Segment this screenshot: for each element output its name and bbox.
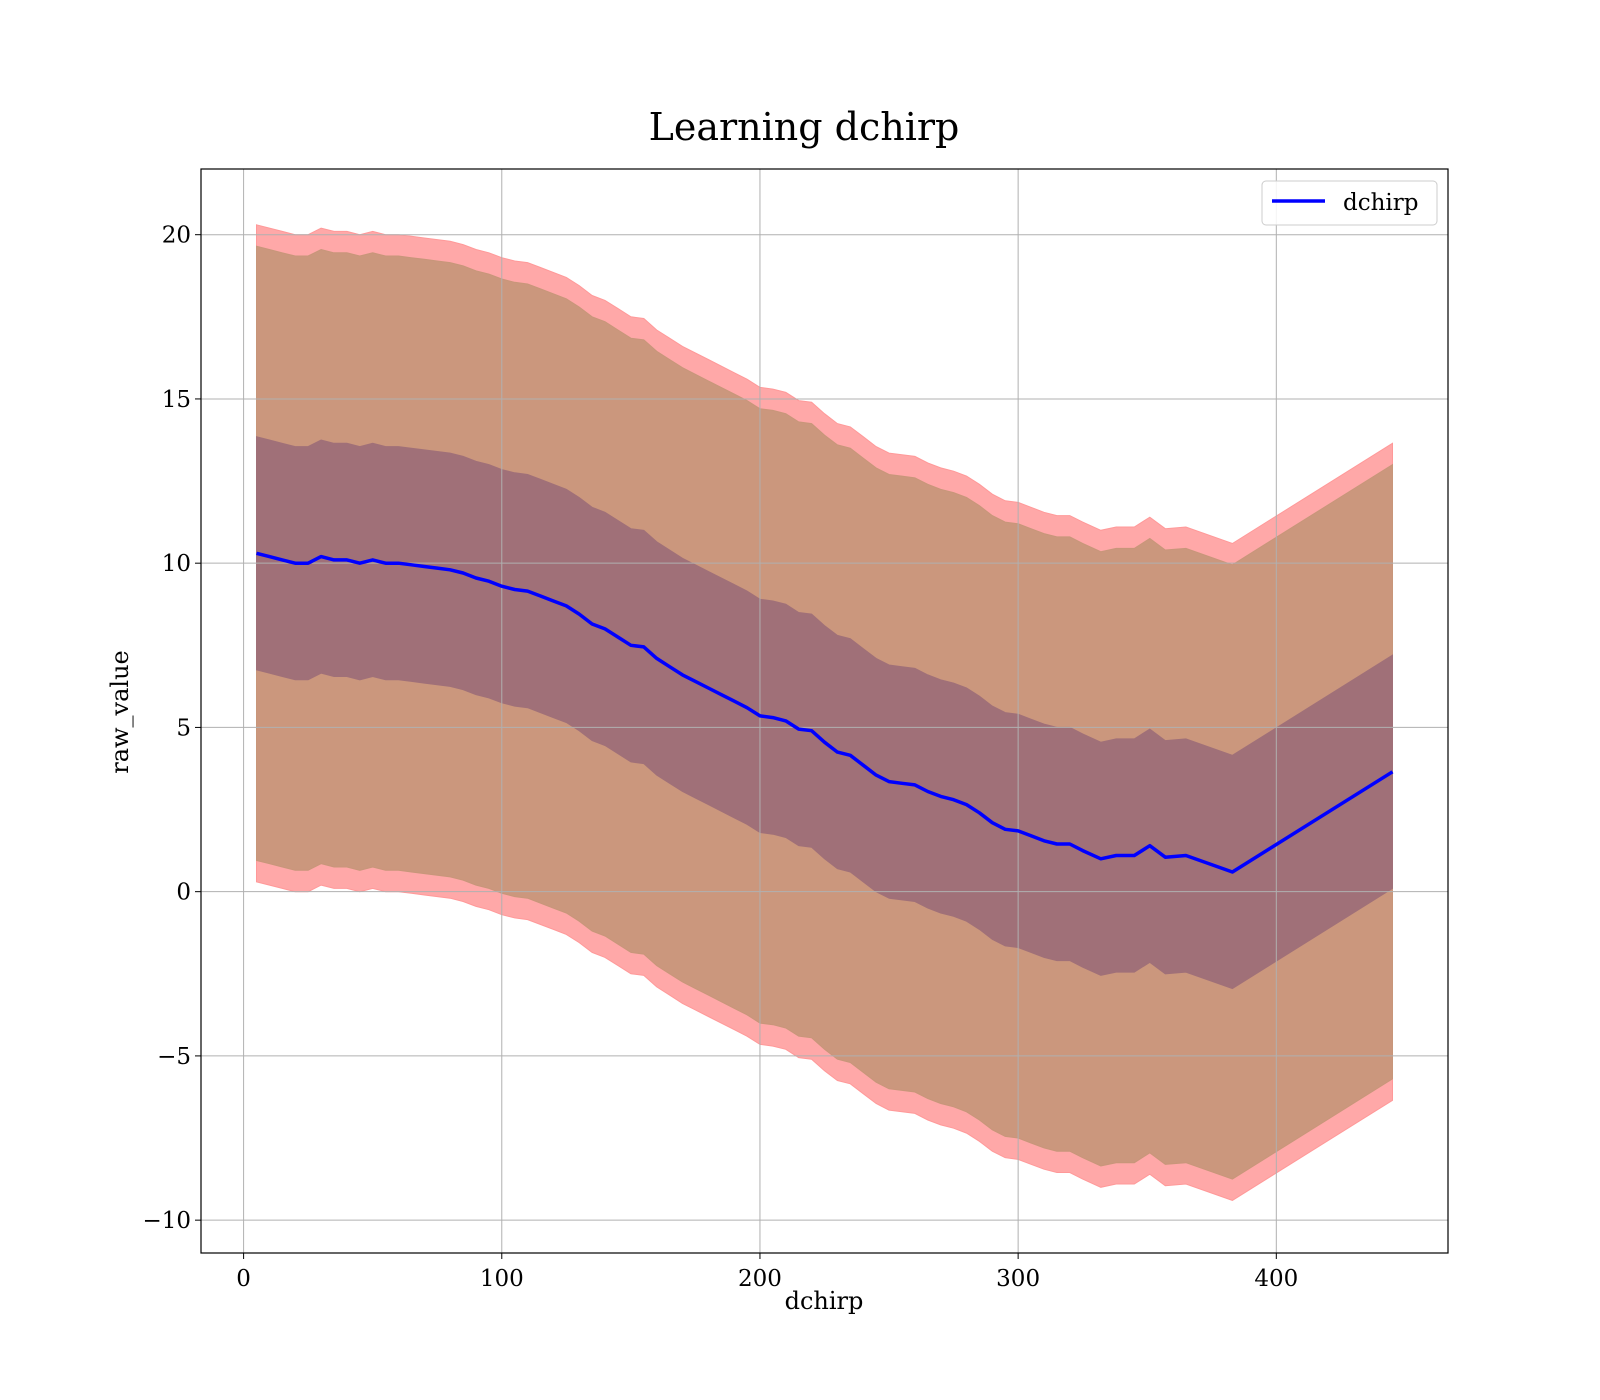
series-lines — [256, 551, 1394, 874]
grid-lines — [201, 169, 1448, 1253]
x-tick-label: 100 — [480, 1266, 524, 1292]
y-axis-label: raw_value — [106, 650, 134, 774]
x-tick-label: 0 — [236, 1266, 251, 1292]
legend-label-dchirp: dchirp — [1343, 190, 1419, 216]
y-tick-label: 20 — [162, 223, 191, 249]
y-tick-label: −5 — [157, 1044, 191, 1070]
y-tick-label: 0 — [176, 880, 191, 906]
confidence-bands — [256, 224, 1393, 1201]
y-tick-label: 5 — [176, 715, 191, 741]
x-tick-label: 300 — [996, 1266, 1040, 1292]
y-tick-label: 15 — [162, 387, 191, 413]
series-line-dchirp — [256, 551, 1394, 874]
y-tick-label: −10 — [142, 1208, 191, 1234]
legend-frame — [1261, 180, 1438, 226]
band-inner — [256, 436, 1393, 990]
x-axis-label: dchirp — [785, 1287, 864, 1315]
plot-area — [200, 168, 1449, 1254]
y-tick-label: 10 — [162, 551, 191, 577]
x-tick-label: 200 — [738, 1266, 782, 1292]
plot-frame — [200, 168, 1449, 1254]
x-axis-ticks: 0 100 200 300 400 — [236, 1253, 1298, 1292]
legend: dchirp — [1261, 180, 1438, 226]
y-axis-ticks: −10 −5 0 5 10 15 20 — [142, 223, 201, 1234]
chart-title: Learning dchirp — [649, 105, 960, 149]
x-tick-label: 400 — [1254, 1266, 1298, 1292]
